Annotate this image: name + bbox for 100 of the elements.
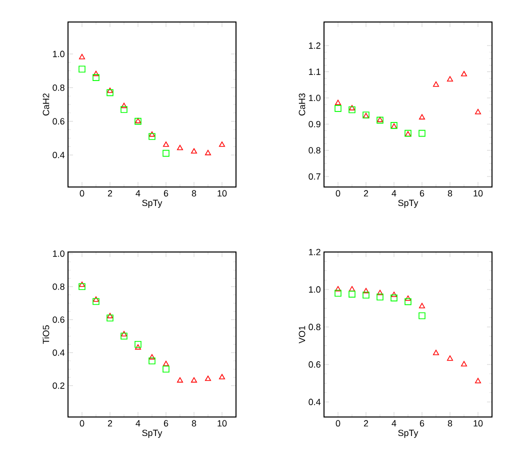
point — [219, 374, 226, 380]
point — [135, 344, 142, 350]
y-axis-title: CaH3 — [298, 93, 306, 116]
x-tick-label: 2 — [364, 420, 368, 426]
x-tick-label: 8 — [448, 420, 452, 427]
point — [461, 70, 468, 76]
point — [134, 340, 142, 348]
y-tick-label: 0.8 — [52, 84, 64, 91]
x-tick-label: 2 — [364, 190, 368, 196]
point — [348, 290, 356, 298]
x-tick-label: 0 — [80, 420, 84, 427]
x-tick-label: 4 — [136, 420, 140, 426]
point — [348, 106, 356, 114]
point — [335, 100, 342, 106]
point — [107, 88, 114, 93]
y-tick-label: 0.4 — [308, 398, 321, 406]
y-tick-label: 1.0 — [309, 94, 320, 102]
x-axis-title: SpTy — [398, 200, 418, 208]
point — [149, 354, 156, 360]
point — [335, 286, 342, 292]
y-tick-label: 1.0 — [53, 250, 64, 257]
point — [120, 332, 128, 340]
point — [376, 294, 384, 300]
point — [177, 144, 184, 150]
x-tick-label: 6 — [164, 190, 168, 197]
y-tick-label: 0.8 — [308, 147, 320, 154]
point — [390, 294, 398, 302]
y-tick-label: 1.2 — [309, 42, 320, 49]
y-tick-label: 0.2 — [52, 382, 64, 389]
point — [148, 133, 156, 140]
point — [78, 66, 86, 73]
x-tick-label: 6 — [164, 420, 168, 427]
x-tick-label: 0 — [336, 420, 340, 427]
x-tick-label: 0 — [336, 190, 340, 197]
x-tick-label: 8 — [192, 420, 196, 427]
point — [106, 89, 114, 96]
y-tick-label: 0.6 — [308, 361, 320, 368]
x-tick-label: 8 — [192, 190, 196, 197]
point — [349, 286, 356, 292]
point — [405, 295, 412, 301]
y-tick-label: 1.0 — [309, 286, 320, 293]
point — [177, 377, 184, 383]
point — [334, 290, 342, 297]
point — [163, 141, 170, 147]
point — [162, 150, 170, 157]
point — [447, 355, 454, 361]
y-tick-label: 1.0 — [53, 50, 64, 58]
y-tick-label: 0.8 — [308, 324, 320, 330]
point — [418, 130, 426, 137]
x-tick-label: 6 — [420, 420, 424, 427]
y-tick-label: 0.4 — [52, 349, 65, 356]
x-tick-label: 10 — [474, 420, 483, 427]
x-axis-title: SpTy — [142, 200, 162, 208]
point — [149, 131, 156, 137]
point — [362, 292, 370, 299]
y-axis-title: VO1 — [298, 326, 306, 344]
point — [79, 54, 86, 60]
point — [191, 377, 198, 383]
y-tick-label: 0.7 — [308, 173, 320, 180]
x-tick-label: 2 — [108, 190, 112, 196]
point — [162, 366, 170, 373]
x-tick-label: 0 — [80, 190, 84, 197]
point — [121, 331, 128, 336]
x-tick-label: 6 — [420, 190, 424, 197]
point — [404, 298, 412, 306]
point — [419, 302, 426, 308]
point — [78, 283, 86, 290]
y-tick-label: 1.1 — [309, 68, 320, 75]
point — [92, 298, 100, 305]
y-tick-label: 1.2 — [309, 248, 320, 256]
y-tick-label: 0.6 — [52, 118, 64, 125]
point — [106, 314, 114, 322]
point — [107, 312, 114, 318]
point — [419, 114, 426, 120]
x-axis-title: SpTy — [398, 430, 418, 438]
point — [334, 105, 342, 112]
point — [163, 360, 170, 366]
point — [461, 361, 468, 366]
point — [377, 290, 384, 296]
point — [79, 282, 86, 287]
point — [363, 288, 370, 294]
y-tick-label: 0.4 — [52, 152, 65, 158]
point — [148, 357, 156, 364]
point — [205, 376, 212, 381]
y-tick-label: 0.6 — [52, 316, 64, 323]
point — [475, 108, 482, 114]
y-axis-title: TiO5 — [42, 325, 50, 344]
x-axis-title: SpTy — [142, 430, 162, 438]
y-tick-label: 0.9 — [308, 120, 320, 128]
x-tick-label: 10 — [218, 190, 227, 197]
point — [120, 106, 128, 113]
x-tick-label: 2 — [108, 420, 112, 426]
x-tick-label: 10 — [218, 420, 227, 427]
x-tick-label: 4 — [136, 190, 140, 196]
y-tick-label: 0.8 — [52, 283, 64, 290]
point — [191, 148, 198, 154]
point — [349, 105, 356, 110]
point — [219, 141, 226, 147]
x-tick-label: 4 — [392, 420, 396, 426]
point — [93, 70, 100, 76]
